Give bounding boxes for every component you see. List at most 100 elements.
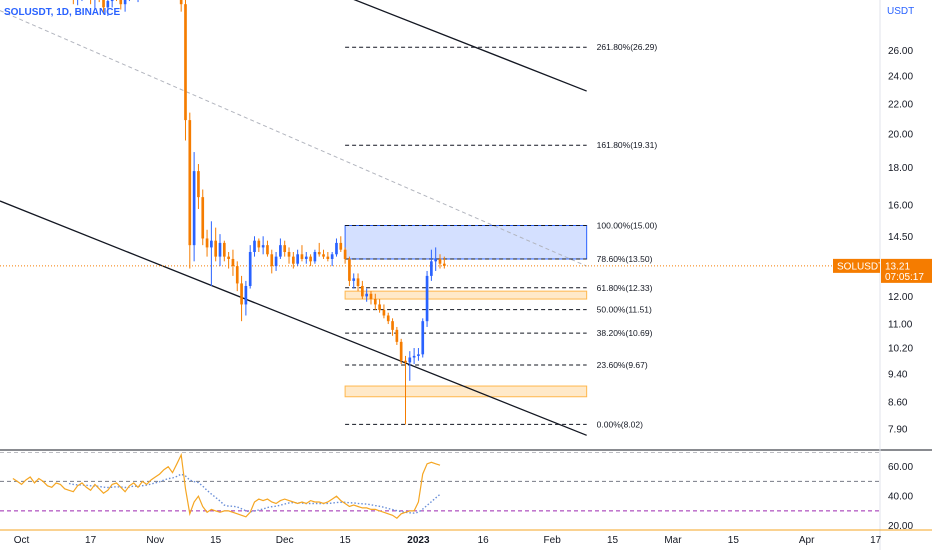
candle-body[interactable] [123,0,127,5]
candle-body[interactable] [326,256,330,259]
candle-body[interactable] [378,304,381,310]
time-tick-label: 2023 [407,535,430,546]
candle-body[interactable] [119,0,123,5]
candle-body[interactable] [257,240,261,248]
candle-body[interactable] [309,256,312,262]
candle-body[interactable] [279,245,282,257]
price-pane[interactable]: 261.80%(26.29) 161.80%(19.31) 100.00%(15.0… [0,0,880,436]
candle-body[interactable] [417,354,420,356]
zone-box-orange[interactable] [344,385,588,398]
time-tick-label: 15 [340,535,352,546]
time-tick-label: Nov [146,535,164,546]
candle-body[interactable] [287,251,291,257]
candle-body[interactable] [274,256,278,267]
candle-body[interactable] [442,263,446,266]
candle-body[interactable] [365,293,369,297]
candle-body[interactable] [102,0,105,8]
price-tick-label: 16.00 [888,200,913,211]
candle-body[interactable] [210,240,213,248]
candle-body[interactable] [348,258,351,281]
candle-body[interactable] [227,256,230,259]
price-tick-label: 14.50 [888,232,913,243]
trendline-3[interactable] [0,10,587,267]
candle-body[interactable] [188,120,192,246]
candle-body[interactable] [395,329,399,342]
trendline-1[interactable] [0,200,587,436]
candle-body[interactable] [231,258,235,267]
rsi-line[interactable] [12,452,441,519]
candle-body[interactable] [399,341,403,361]
time-tick-label: Mar [664,535,682,546]
candle-body[interactable] [322,254,325,257]
candle-body[interactable] [369,293,373,300]
candle-body[interactable] [425,275,429,322]
candle-body[interactable] [266,245,269,255]
candle-body[interactable] [408,357,412,363]
candle-body[interactable] [352,278,356,281]
candle-body[interactable] [222,242,226,257]
fib-level-label: 38.20%(10.69) [597,328,653,338]
candle-body[interactable] [291,256,295,264]
time-tick-label: Feb [544,535,562,546]
price-tick-label: 8.60 [888,398,908,409]
time-tick-label: Apr [799,535,815,546]
fib-level-label: 78.60%(13.50) [597,254,653,264]
candle-body[interactable] [356,278,360,286]
price-tick-label: 22.00 [888,99,913,110]
candle-body[interactable] [218,242,222,257]
candle-body[interactable] [179,0,183,5]
candle-body[interactable] [421,321,425,355]
rsi-pane[interactable] [0,452,880,519]
candle-body[interactable] [283,245,287,252]
price-tick-label: 10.20 [888,344,913,355]
price-tick-label: 20.00 [888,130,913,141]
current-price-value: 13.21 [885,261,910,272]
candle-body[interactable] [253,240,256,252]
candle-body[interactable] [430,261,433,276]
zone-box-orange[interactable] [344,290,588,300]
candle-body[interactable] [330,254,334,259]
candle-body[interactable] [205,238,209,248]
rsi-tick-label: 20.00 [888,521,913,532]
candle-body[interactable] [412,355,416,358]
candle-body[interactable] [192,171,196,246]
candle-body[interactable] [110,0,114,2]
candle-body[interactable] [434,258,438,262]
fib-level-label: 100.00%(15.00) [597,220,658,230]
candle-body[interactable] [373,299,377,305]
candle-body[interactable] [261,245,265,248]
candle-body[interactable] [184,4,187,121]
candle-body[interactable] [270,254,274,267]
candle-body[interactable] [313,251,317,262]
candle-body[interactable] [438,258,442,264]
candle-body[interactable] [335,242,338,255]
trendline-2[interactable] [267,0,587,92]
candle-body[interactable] [304,256,308,259]
candle-body[interactable] [300,254,304,259]
candle-body[interactable] [386,315,390,322]
candle-body[interactable] [296,254,299,264]
candle-body[interactable] [317,251,321,255]
time-tick-label: 17 [870,535,882,546]
candle-body[interactable] [248,251,252,286]
candle-body[interactable] [361,285,364,297]
candle-body[interactable] [391,321,394,330]
candle-body[interactable] [339,242,343,250]
candle-body[interactable] [382,309,386,316]
price-plot-area[interactable]: 261.80%(26.29) 161.80%(19.31) 100.00%(15.0… [0,0,880,436]
candle-body[interactable] [197,171,200,198]
candle-body[interactable] [106,1,110,8]
candle-body[interactable] [343,249,347,259]
zone-box-blue[interactable] [344,224,588,260]
candle-body[interactable] [404,360,407,363]
time-tick-label: Dec [276,535,294,546]
rsi-plot-area[interactable] [0,452,880,519]
candle-body[interactable] [244,285,248,305]
candle-body[interactable] [214,240,218,257]
rsi-ma-line[interactable] [68,473,441,514]
candle-body[interactable] [235,266,239,284]
symbol-price-tag [833,258,880,273]
candle-body[interactable] [240,283,243,305]
candle-body[interactable] [201,197,205,239]
